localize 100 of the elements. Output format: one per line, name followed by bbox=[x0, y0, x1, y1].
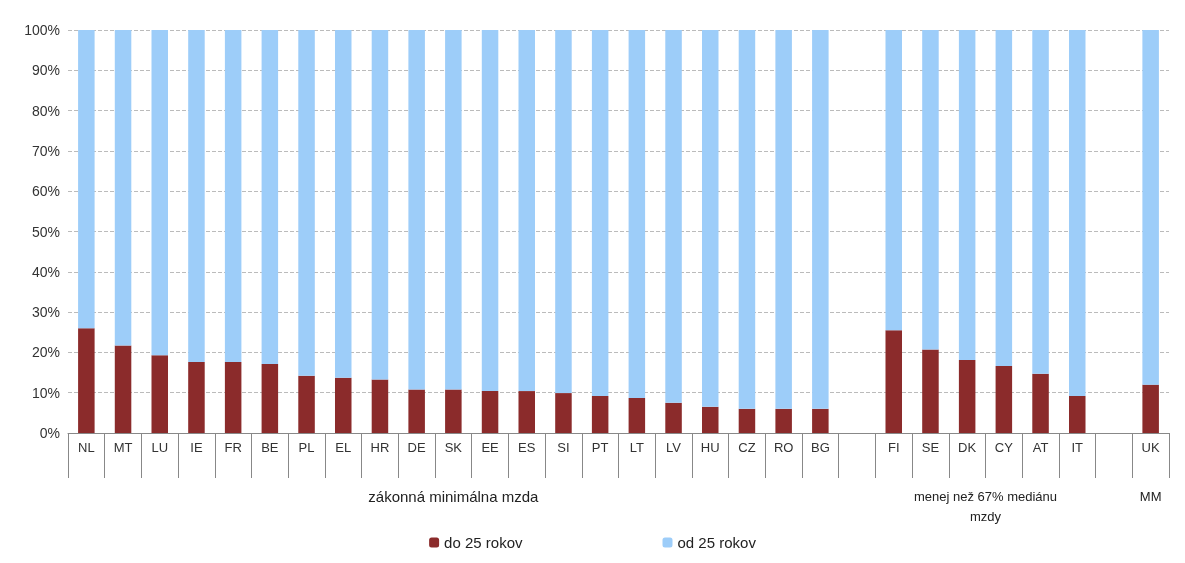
bar bbox=[628, 397, 646, 433]
bar bbox=[261, 30, 279, 365]
x-tick-label: LT bbox=[629, 440, 645, 455]
bar bbox=[775, 408, 792, 433]
y-tick-label: 30% bbox=[31, 304, 60, 321]
bar bbox=[555, 30, 572, 394]
bar bbox=[701, 30, 719, 407]
bar bbox=[151, 355, 169, 433]
x-tick-label: SK bbox=[444, 440, 463, 455]
bar bbox=[885, 330, 903, 433]
bar bbox=[812, 408, 829, 433]
y-tick-label: 20% bbox=[31, 344, 60, 361]
y-tick-label: 100% bbox=[24, 22, 60, 38]
bar bbox=[812, 30, 829, 409]
x-tick-label: MT bbox=[113, 440, 133, 455]
x-tick-label: ES bbox=[518, 440, 536, 455]
y-tick-label: 70% bbox=[31, 142, 60, 159]
bar bbox=[481, 30, 499, 392]
y-tick-label: 60% bbox=[31, 183, 60, 200]
bar bbox=[995, 366, 1013, 433]
bar bbox=[224, 30, 242, 363]
bar bbox=[114, 345, 132, 433]
y-tick-label: 50% bbox=[31, 223, 60, 240]
x-tick-label: EL bbox=[335, 440, 352, 455]
bar bbox=[555, 393, 572, 433]
y-tick-label: 40% bbox=[31, 263, 60, 280]
legend-label: do 25 rokov bbox=[444, 534, 523, 551]
bar bbox=[445, 389, 462, 433]
bar bbox=[1142, 384, 1159, 433]
x-tick-label: PL bbox=[298, 440, 315, 455]
bar bbox=[738, 408, 756, 433]
bar bbox=[995, 30, 1013, 367]
x-tick-label: AT bbox=[1032, 440, 1049, 455]
bar bbox=[1032, 30, 1049, 374]
bar bbox=[371, 379, 389, 433]
bar bbox=[665, 402, 682, 433]
bar bbox=[188, 362, 205, 433]
bar bbox=[518, 30, 536, 392]
x-tick-label: PT bbox=[591, 440, 609, 455]
bar bbox=[591, 30, 609, 396]
x-tick-label: EE bbox=[481, 440, 500, 455]
bar bbox=[114, 30, 132, 346]
y-tick-label: 80% bbox=[31, 102, 60, 119]
x-tick-label: CZ bbox=[738, 440, 756, 455]
bar bbox=[78, 328, 95, 433]
x-tick-label: FI bbox=[887, 440, 900, 455]
text: menej než 67% mediánu mzdy bbox=[913, 488, 1058, 524]
x-tick-label: DE bbox=[407, 440, 427, 455]
bar bbox=[298, 375, 315, 433]
bar bbox=[922, 349, 939, 433]
bar bbox=[188, 30, 205, 363]
y-tick-label: 0% bbox=[39, 425, 60, 441]
bar bbox=[481, 391, 499, 433]
bar bbox=[408, 30, 425, 390]
bar bbox=[628, 30, 646, 398]
x-tick-label: LV bbox=[666, 440, 682, 455]
bar bbox=[78, 30, 95, 329]
x-tick-label: HU bbox=[700, 440, 720, 455]
bar bbox=[701, 406, 719, 433]
bar bbox=[885, 30, 903, 331]
bar bbox=[261, 364, 279, 433]
bar bbox=[1142, 30, 1159, 385]
x-tick-label: HR bbox=[370, 440, 390, 455]
bar bbox=[334, 30, 352, 378]
x-tick-label: DK bbox=[958, 440, 977, 455]
bar bbox=[408, 389, 425, 433]
bar bbox=[738, 30, 756, 409]
bar bbox=[958, 360, 976, 433]
bar bbox=[591, 395, 609, 433]
x-tick-label: IT bbox=[1071, 440, 1084, 455]
x-tick-label: BE bbox=[261, 440, 279, 455]
x-tick-label: BG bbox=[810, 440, 830, 455]
x-tick-label: RO bbox=[773, 440, 794, 455]
x-tick-label: LU bbox=[151, 440, 169, 455]
text: zákonná minimálna mzda bbox=[368, 487, 540, 505]
bar bbox=[1068, 395, 1086, 433]
bar bbox=[518, 391, 536, 433]
x-tick-label: CY bbox=[994, 440, 1014, 455]
y-tick-label: 90% bbox=[31, 62, 60, 79]
bar bbox=[922, 30, 939, 350]
bar bbox=[371, 30, 389, 380]
x-tick-label: NL bbox=[78, 440, 95, 455]
bar bbox=[224, 362, 242, 433]
x-tick-label: FR bbox=[224, 440, 242, 455]
x-tick-label: SE bbox=[921, 440, 940, 455]
x-tick-label: IE bbox=[190, 440, 203, 455]
bar bbox=[151, 30, 169, 356]
bar bbox=[334, 377, 352, 433]
x-tick-label: UK bbox=[1141, 440, 1161, 455]
text: MM bbox=[1139, 488, 1162, 504]
legend-label: od 25 rokov bbox=[677, 534, 757, 551]
bar bbox=[445, 30, 462, 390]
bar bbox=[775, 30, 792, 409]
x-tick-label: SI bbox=[557, 440, 570, 455]
bar bbox=[1068, 30, 1086, 396]
bar bbox=[1032, 373, 1049, 433]
y-tick-label: 10% bbox=[31, 384, 60, 401]
bar bbox=[298, 30, 315, 376]
bar bbox=[665, 30, 682, 403]
bar bbox=[958, 30, 976, 361]
